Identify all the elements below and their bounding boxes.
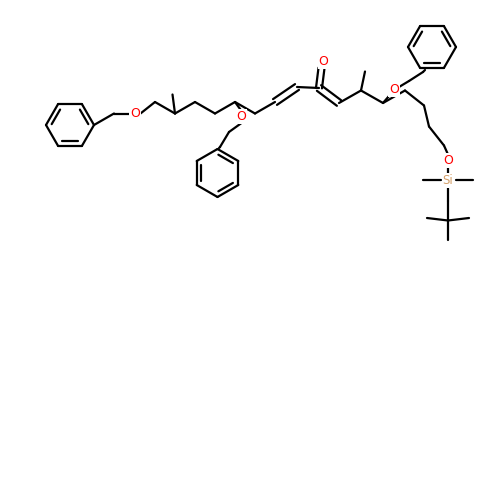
Text: O: O	[318, 55, 328, 68]
Text: O: O	[389, 84, 399, 96]
Text: O: O	[443, 154, 453, 167]
Text: O: O	[130, 107, 140, 120]
Text: O: O	[236, 110, 246, 124]
Text: Si: Si	[442, 174, 454, 187]
